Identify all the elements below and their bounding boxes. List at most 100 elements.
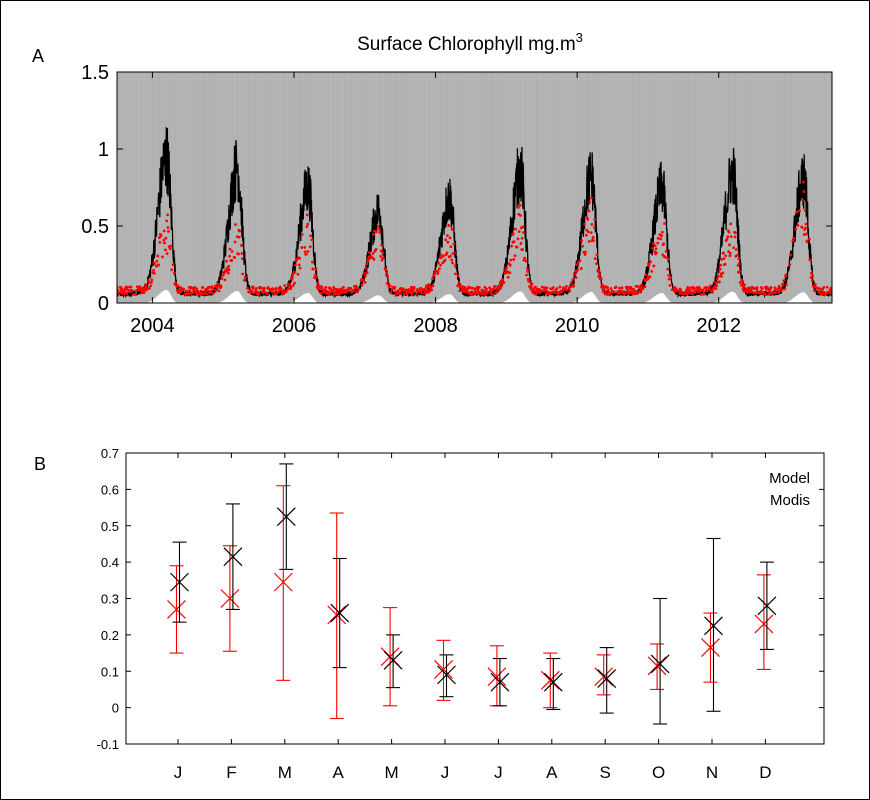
modis-point <box>162 238 166 242</box>
modis-point <box>257 292 261 296</box>
modis-point <box>254 287 258 290</box>
modis-point <box>228 247 232 251</box>
modis-point <box>424 290 428 294</box>
modis-point <box>271 287 275 291</box>
modis-point <box>290 277 294 281</box>
modis-point <box>357 287 361 291</box>
modis-point <box>803 209 807 212</box>
modis-point <box>756 289 759 293</box>
modis-point <box>319 291 323 295</box>
modis-point <box>587 209 591 213</box>
modis-point <box>555 287 559 290</box>
modis-point <box>375 230 378 233</box>
model-marker <box>650 654 670 674</box>
modis-point <box>737 257 741 261</box>
modis-point <box>347 286 350 290</box>
modis-point <box>165 252 169 256</box>
modis-point <box>518 203 522 207</box>
modis-point <box>802 233 806 237</box>
modis-point <box>685 292 689 296</box>
modis-point <box>265 292 269 295</box>
modis-point <box>695 286 699 289</box>
modis-point <box>729 222 733 226</box>
modis-point <box>728 254 732 258</box>
modis-point <box>679 289 683 292</box>
modis-point <box>505 266 508 270</box>
modis-point <box>506 270 510 274</box>
modis-point <box>298 256 302 260</box>
panel-a-title-text: Surface Chlorophyll mg.m <box>357 34 576 55</box>
modis-point <box>795 210 799 214</box>
modis-point <box>705 285 709 289</box>
modis-point <box>584 233 588 237</box>
modis-point <box>728 243 731 247</box>
modis-point <box>606 286 609 289</box>
modis-point <box>620 286 624 290</box>
modis-point <box>230 259 234 262</box>
modis-point <box>516 237 520 241</box>
modis-point <box>324 286 328 289</box>
panel-a-ytick-label: 0.5 <box>81 216 109 238</box>
modis-point <box>240 257 244 261</box>
modis-point <box>655 251 658 255</box>
modis-point <box>467 285 471 289</box>
modis-point <box>338 292 341 296</box>
modis-point <box>605 292 609 296</box>
panel-a-axes-box <box>116 71 833 304</box>
modis-point <box>742 289 746 293</box>
modis-point <box>542 286 546 290</box>
modis-point <box>309 234 313 238</box>
modis-point <box>385 271 389 275</box>
modis-point <box>446 240 450 244</box>
modis-point <box>802 190 806 193</box>
modis-point <box>734 231 737 235</box>
modis-point <box>656 241 660 245</box>
modis-point <box>273 292 276 295</box>
modis-point <box>297 263 301 267</box>
modis-point <box>706 289 709 292</box>
modis-point <box>522 258 526 262</box>
modis-point <box>510 244 513 248</box>
modis-point <box>125 292 129 295</box>
modis-point <box>352 288 356 292</box>
modis-point <box>597 269 601 273</box>
modis-point <box>372 232 375 236</box>
modis-point <box>626 289 629 293</box>
modis-point <box>488 286 491 290</box>
modis-point <box>718 267 722 271</box>
modis-point <box>807 237 811 241</box>
modis-point <box>641 287 645 291</box>
modis-point <box>570 281 573 284</box>
legend-modis: Modis <box>770 492 810 509</box>
modis-point <box>494 284 497 288</box>
modis-point <box>519 214 522 217</box>
panel-b-xtick-label: M <box>278 763 292 782</box>
modis-point <box>586 230 590 234</box>
modis-point <box>125 285 129 289</box>
modis-point <box>580 239 584 243</box>
modis-marker <box>167 599 186 619</box>
modis-point <box>608 292 612 296</box>
modis-point <box>717 274 720 278</box>
modis-point <box>240 243 243 247</box>
modis-point <box>519 242 523 245</box>
panel-a-xtick-label: 2012 <box>696 315 741 337</box>
modis-point <box>568 289 572 293</box>
model-marker <box>757 596 777 616</box>
modis-point <box>164 236 168 240</box>
modis-point <box>237 252 240 256</box>
modis-point <box>300 233 304 236</box>
modis-point <box>401 289 405 293</box>
modis-point <box>444 238 448 242</box>
modis-point <box>171 263 175 267</box>
modis-point <box>118 291 122 295</box>
modis-point <box>573 272 576 276</box>
modis-point <box>445 251 449 255</box>
modis-point <box>798 209 801 213</box>
modis-point <box>663 222 666 225</box>
modis-point <box>660 234 663 238</box>
modis-point <box>436 270 440 273</box>
modis-point <box>279 287 283 291</box>
panel-b-ytick-label: -0.1 <box>97 737 119 752</box>
modis-point <box>316 281 320 285</box>
